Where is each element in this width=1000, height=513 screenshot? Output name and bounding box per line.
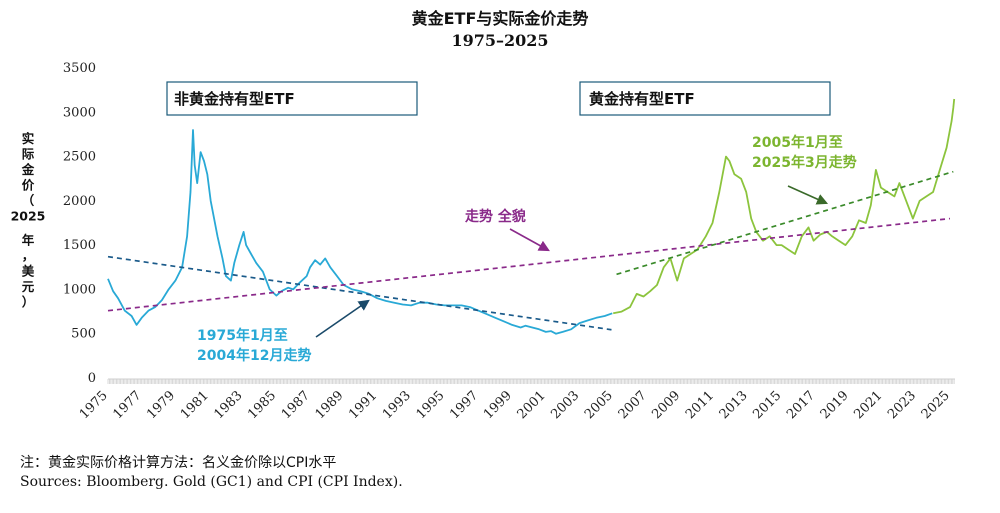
y-axis-label-char: 实 bbox=[22, 131, 35, 146]
trendline-group bbox=[107, 170, 954, 331]
y-axis-label-char: 2025 bbox=[11, 209, 46, 224]
y-tick-label: 2000 bbox=[63, 194, 96, 209]
arrow-full-period bbox=[509, 228, 550, 252]
arrow-green-period bbox=[787, 185, 829, 205]
y-axis-label-char: 美 bbox=[22, 264, 35, 279]
y-tick-label: 2500 bbox=[63, 150, 96, 165]
x-tick-label: 1987 bbox=[279, 388, 313, 422]
chart-subtitle: 1975–2025 bbox=[451, 31, 548, 50]
x-tick-label: 2019 bbox=[818, 388, 852, 422]
trendline-1 bbox=[107, 217, 951, 312]
x-tick-label: 1985 bbox=[245, 388, 279, 422]
y-tick-label: 1000 bbox=[63, 282, 96, 297]
y-axis-label-char: 年 bbox=[22, 233, 35, 248]
trendline-2 bbox=[616, 170, 954, 276]
x-tick-label: 2021 bbox=[851, 388, 885, 422]
x-tick-label: 2023 bbox=[885, 388, 919, 422]
x-tick-label: 2013 bbox=[717, 388, 751, 422]
x-tick-label: 1993 bbox=[380, 388, 414, 422]
annotation-green-period-line1: 2005年1月至 bbox=[752, 134, 843, 151]
x-tick-label: 2011 bbox=[683, 388, 717, 422]
arrow-blue-period bbox=[315, 299, 370, 338]
x-tick-label: 2015 bbox=[750, 388, 784, 422]
y-tick-label: 0 bbox=[88, 371, 96, 386]
x-tick-label: 2003 bbox=[548, 388, 582, 422]
y-tick-label: 500 bbox=[71, 327, 96, 342]
x-tick-label: 2007 bbox=[616, 388, 650, 422]
trendline-0 bbox=[107, 255, 612, 331]
x-tick-label: 2001 bbox=[515, 388, 549, 422]
x-tick-label: 1981 bbox=[178, 388, 212, 422]
x-tick-label: 1979 bbox=[144, 388, 178, 422]
y-tick-label: 3000 bbox=[63, 105, 96, 120]
y-axis-label-char: 元 bbox=[22, 279, 35, 294]
x-tick-label: 2009 bbox=[649, 388, 683, 422]
series-line-0 bbox=[107, 129, 613, 335]
x-tick-label: 1989 bbox=[313, 388, 347, 422]
annotation-blue-period-line1: 1975年1月至 bbox=[197, 327, 288, 344]
x-tick-label: 1999 bbox=[481, 388, 515, 422]
x-tick-label: 1991 bbox=[346, 388, 380, 422]
x-tick-label: 1975 bbox=[77, 388, 111, 422]
y-axis-label-char: （ bbox=[22, 193, 35, 208]
chart-title: 黄金ETF与实际金价走势 bbox=[412, 9, 589, 28]
series-group bbox=[107, 98, 956, 335]
x-tick-label: 1977 bbox=[110, 388, 144, 422]
x-tick-label: 1983 bbox=[212, 388, 246, 422]
y-axis-label-char: 金 bbox=[21, 162, 35, 177]
footnote-calculation: 注：黄金实际价格计算方法：名义金价除以CPI水平 bbox=[20, 455, 337, 471]
annotation-blue-period-line2: 2004年12月走势 bbox=[197, 347, 311, 364]
x-tick-label: 2005 bbox=[582, 388, 616, 422]
y-axis-label: 实际金价（2025 年，美元） bbox=[11, 131, 46, 310]
x-tick-label: 1997 bbox=[447, 388, 481, 422]
box-non-gold-etf: 非黄金持有型ETF bbox=[166, 81, 418, 116]
footnote-sources: Sources: Bloomberg. Gold (GC1) and CPI (… bbox=[20, 474, 403, 490]
y-axis-ticks: 0 500 1000 1500 2000 2500 3000 3500 bbox=[63, 61, 96, 386]
y-axis-label-char: ， bbox=[22, 248, 35, 263]
y-tick-label: 3500 bbox=[63, 61, 96, 76]
y-axis-label-char: 际 bbox=[22, 147, 35, 162]
x-axis-ticks: 1975 1977 1979 1981 1983 1985 1987 1989 1991 1993… bbox=[77, 388, 953, 422]
x-tick-label: 1995 bbox=[414, 388, 448, 422]
y-axis-label-char: 价 bbox=[22, 178, 35, 193]
box-non-gold-etf-label: 非黄金持有型ETF bbox=[174, 90, 295, 108]
annotation-green-period-line2: 2025年3月走势 bbox=[752, 154, 857, 171]
x-tick-label: 2017 bbox=[784, 388, 818, 422]
series-line-1 bbox=[613, 98, 956, 315]
x-axis bbox=[107, 378, 955, 384]
y-axis-label-char: ） bbox=[22, 295, 35, 310]
box-gold-etf: 黄金持有型ETF bbox=[579, 81, 831, 116]
annotation-full-period: 走势 全貌 bbox=[465, 208, 526, 225]
box-gold-etf-label: 黄金持有型ETF bbox=[589, 90, 695, 108]
x-tick-label: 2025 bbox=[919, 388, 953, 422]
y-tick-label: 1500 bbox=[63, 238, 96, 253]
